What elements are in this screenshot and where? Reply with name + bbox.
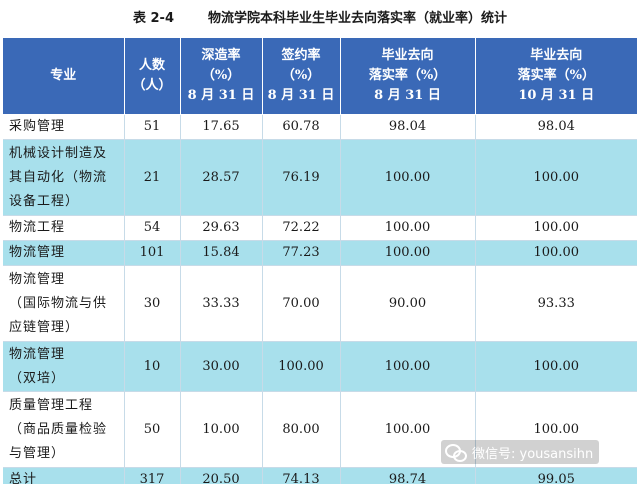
major-cell: 总计 xyxy=(3,467,125,484)
header-line: 落实率（%） xyxy=(517,68,595,83)
major-cell: 采购管理 xyxy=(3,114,125,140)
header-line: （%） xyxy=(201,68,241,83)
count-header: 人数 （人） xyxy=(124,38,181,115)
placement-oct-cell: 100.00 xyxy=(475,215,637,241)
count-cell: 51 xyxy=(124,114,181,140)
header-line: 毕业去向 xyxy=(530,48,583,63)
signing-cell: 74.13 xyxy=(262,467,341,484)
placement-oct-cell: 100.00 xyxy=(475,391,637,468)
major-cell: 质量管理工程 （商品质量检验 与管理） xyxy=(3,391,125,468)
further-study-cell: 17.65 xyxy=(180,114,263,140)
placement-oct-cell: 100.00 xyxy=(475,341,637,392)
table-row: 物流管理 （国际物流与供 应链管理） 30 33.33 70.00 90.00 93.33 xyxy=(3,265,637,342)
table-row: 物流管理 （双培） 10 30.00 100.00 100.00 100.00 xyxy=(3,341,637,392)
placement-oct-cell: 98.04 xyxy=(475,114,637,140)
employment-rate-table: 专业 人数 （人） 深造率 （%） 8 月 31 日签约率 （%） 8 月 31 日毕业去向落… xyxy=(3,38,637,484)
header-line: 8 月 31 日 xyxy=(374,88,441,103)
header-line: 签约率 xyxy=(281,48,321,63)
major-cell: 机械设计制造及 其自动化（物流 设备工程） xyxy=(3,139,125,216)
count-cell: 101 xyxy=(124,240,181,266)
header-row: 专业 人数 （人） 深造率 （%） 8 月 31 日签约率 （%） 8 月 31 日毕业去向落… xyxy=(3,38,637,115)
header-line: 人数 xyxy=(138,58,165,73)
placement-aug-cell: 100.00 xyxy=(340,139,476,216)
further-study-cell: 15.84 xyxy=(180,240,263,266)
count-cell: 54 xyxy=(124,215,181,241)
table-row: 物流工程 54 29.63 72.22 100.00 100.00 xyxy=(3,215,637,241)
further-study-header: 深造率 （%） 8 月 31 日 xyxy=(180,38,263,115)
table-number: 表 2-4 xyxy=(132,11,174,26)
major-header: 专业 xyxy=(3,38,125,115)
table-row: 质量管理工程 （商品质量检验 与管理） 50 10.00 80.00 100.00 100… xyxy=(3,391,637,468)
signing-cell: 72.22 xyxy=(262,215,341,241)
table-title: 物流学院本科毕业生毕业去向落实率（就业率）统计 xyxy=(208,11,508,26)
placement-aug-cell: 100.00 xyxy=(340,240,476,266)
wechat-icon xyxy=(445,443,467,462)
count-cell: 50 xyxy=(124,391,181,468)
further-study-cell: 30.00 xyxy=(180,341,263,392)
signing-cell: 100.00 xyxy=(262,341,341,392)
count-cell: 10 xyxy=(124,341,181,392)
placement-aug-header: 毕业去向落实率（%） 8 月 31 日 xyxy=(340,38,476,115)
major-cell: 物流管理 （国际物流与供 应链管理） xyxy=(3,265,125,342)
header-line: （人） xyxy=(132,78,172,93)
placement-aug-cell: 90.00 xyxy=(340,265,476,342)
table-row: 机械设计制造及 其自动化（物流 设备工程） 21 28.57 76.19 100.00 1… xyxy=(3,139,637,216)
count-cell: 21 xyxy=(124,139,181,216)
signing-cell: 80.00 xyxy=(262,391,341,468)
wechat-watermark: 微信号: yousansihn xyxy=(441,440,600,464)
total-row: 总计 317 20.50 74.13 98.74 99.05 xyxy=(3,467,637,484)
header-line: 8 月 31 日 xyxy=(267,88,335,103)
placement-oct-cell: 99.05 xyxy=(475,467,637,484)
header-line: 落实率（%） xyxy=(368,68,447,83)
placement-oct-cell: 100.00 xyxy=(475,240,637,266)
placement-oct-cell: 93.33 xyxy=(475,265,637,342)
placement-aug-cell: 98.04 xyxy=(340,114,476,140)
major-cell: 物流管理 （双培） xyxy=(3,341,125,392)
table-row: 物流管理 101 15.84 77.23 100.00 100.00 xyxy=(3,240,637,266)
header-line: 深造率 xyxy=(201,48,241,63)
header-line: 专业 xyxy=(50,68,77,83)
signing-cell: 60.78 xyxy=(262,114,341,140)
header-line: 10 月 31 日 xyxy=(518,88,595,103)
header-line: （%） xyxy=(281,68,321,83)
further-study-cell: 28.57 xyxy=(180,139,263,216)
placement-oct-header: 毕业去向落实率（%） 10 月 31 日 xyxy=(475,38,637,115)
table-caption: 表 2-4 物流学院本科毕业生毕业去向落实率（就业率）统计 xyxy=(0,0,640,38)
count-cell: 317 xyxy=(124,467,181,484)
table-row: 采购管理 51 17.65 60.78 98.04 98.04 xyxy=(3,114,637,140)
signing-header: 签约率 （%） 8 月 31 日 xyxy=(262,38,341,115)
further-study-cell: 33.33 xyxy=(180,265,263,342)
placement-aug-cell: 98.74 xyxy=(340,467,476,484)
watermark-text: 微信号: yousansihn xyxy=(472,446,594,462)
count-cell: 30 xyxy=(124,265,181,342)
placement-aug-cell: 100.00 xyxy=(340,341,476,392)
table-body: 采购管理 51 17.65 60.78 98.04 98.04 机械设计制造及 其自动化（物… xyxy=(3,114,637,484)
placement-oct-cell: 100.00 xyxy=(475,139,637,216)
placement-aug-cell: 100.00 xyxy=(340,215,476,241)
further-study-cell: 10.00 xyxy=(180,391,263,468)
header-line: 毕业去向 xyxy=(381,48,434,63)
signing-cell: 76.19 xyxy=(262,139,341,216)
major-cell: 物流工程 xyxy=(3,215,125,241)
header-line: 8 月 31 日 xyxy=(187,88,255,103)
signing-cell: 77.23 xyxy=(262,240,341,266)
signing-cell: 70.00 xyxy=(262,265,341,342)
major-cell: 物流管理 xyxy=(3,240,125,266)
further-study-cell: 29.63 xyxy=(180,215,263,241)
further-study-cell: 20.50 xyxy=(180,467,263,484)
